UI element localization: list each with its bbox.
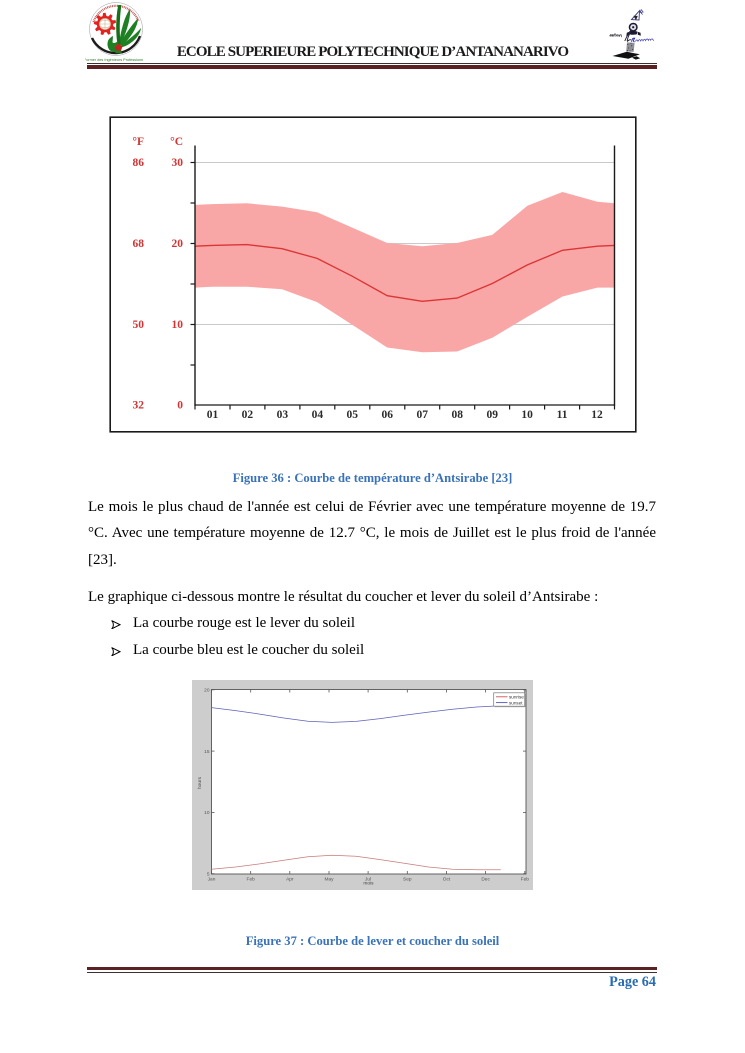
svg-text:Dec: Dec: [481, 877, 490, 883]
svg-text:86: 86: [132, 157, 144, 169]
svg-text:°F: °F: [132, 136, 144, 148]
svg-text:12: 12: [591, 408, 603, 420]
svg-text:02: 02: [241, 408, 253, 420]
svg-text:20: 20: [171, 238, 183, 250]
svg-text:15: 15: [204, 749, 210, 755]
svg-text:Apr: Apr: [286, 877, 294, 883]
svg-text:05: 05: [346, 408, 358, 420]
svg-text:30: 30: [171, 157, 183, 169]
svg-text:68: 68: [132, 238, 144, 250]
svg-text:Jul: Jul: [365, 877, 371, 883]
svg-text:Sep: Sep: [403, 877, 412, 883]
svg-text:11: 11: [556, 408, 567, 420]
svg-text:5: 5: [207, 872, 210, 878]
svg-text:09: 09: [486, 408, 498, 420]
svg-text:10: 10: [171, 319, 183, 331]
svg-text:06: 06: [381, 408, 393, 420]
svg-text:Feb: Feb: [247, 877, 256, 883]
svg-text:sunrise: sunrise: [509, 695, 524, 700]
svg-text:04: 04: [311, 408, 323, 420]
svg-text:°C: °C: [170, 136, 183, 148]
svg-text:01: 01: [206, 408, 218, 420]
svg-text:10: 10: [204, 810, 210, 816]
svg-text:Former des Ingénieurs Professi: Former des Ingénieurs Professionnels: [85, 58, 143, 62]
svg-text:sunset: sunset: [509, 700, 523, 705]
svg-text:mois: mois: [363, 881, 374, 887]
svg-text:Jan: Jan: [208, 877, 216, 883]
svg-text:hours: hours: [197, 776, 203, 789]
svg-text:Oct: Oct: [443, 877, 451, 883]
svg-text:08: 08: [451, 408, 463, 420]
svg-text:20: 20: [204, 688, 210, 694]
svg-text:Feb: Feb: [521, 877, 530, 883]
svg-text:10: 10: [521, 408, 533, 420]
svg-text:07: 07: [416, 408, 428, 420]
svg-text:50: 50: [132, 319, 144, 331]
svg-text:0: 0: [177, 399, 183, 411]
svg-text:32: 32: [132, 399, 144, 411]
svg-text:May: May: [324, 877, 334, 883]
svg-text:03: 03: [276, 408, 288, 420]
